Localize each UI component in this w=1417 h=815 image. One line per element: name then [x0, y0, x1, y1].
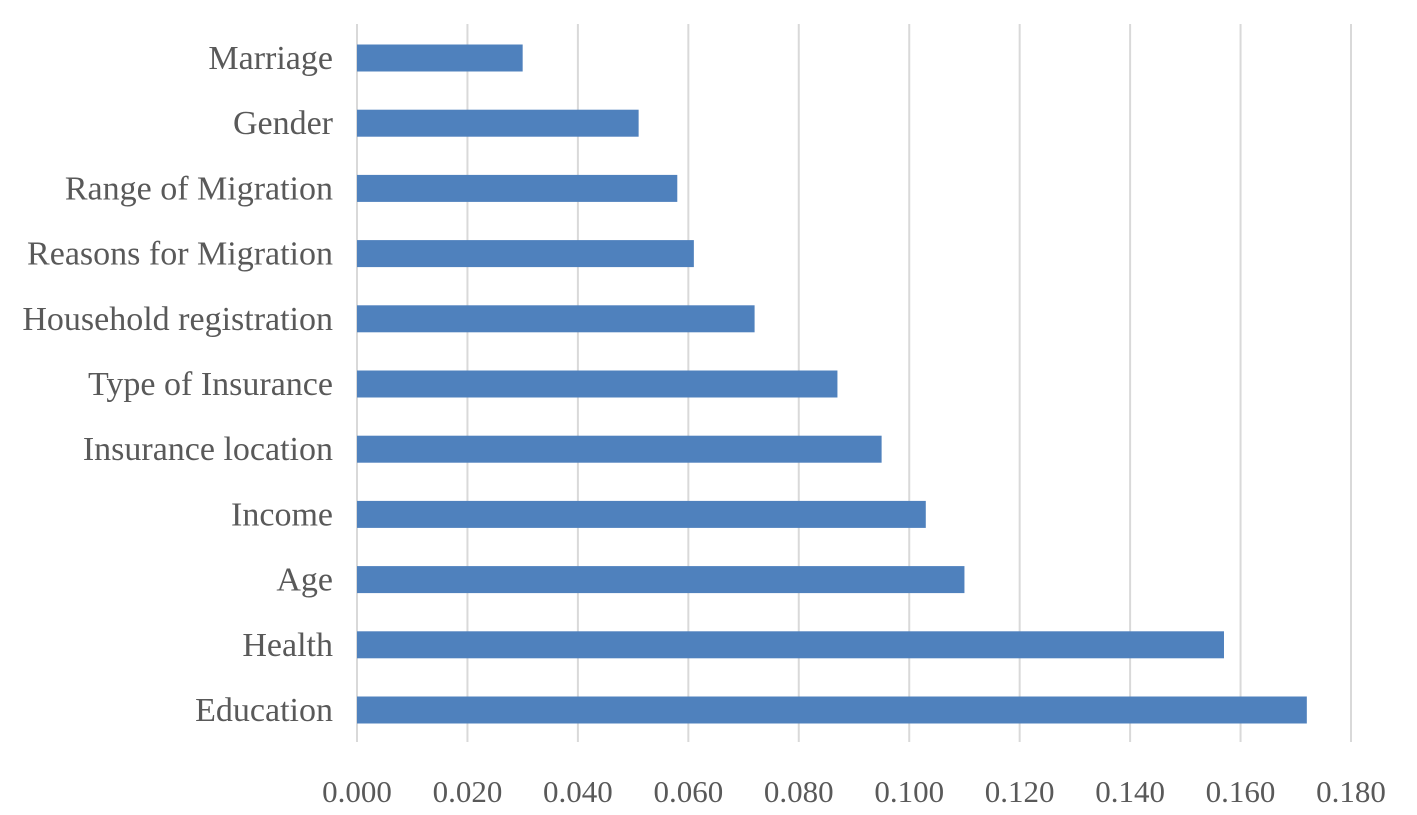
x-tick-label: 0.180	[1316, 774, 1386, 809]
bar	[357, 435, 882, 463]
bar	[357, 370, 838, 398]
category-labels: Marriage Gender Range of Migration Reasons …	[22, 40, 333, 729]
bars	[357, 44, 1307, 724]
x-tick-label: 0.000	[322, 774, 392, 809]
x-tick-label: 0.100	[874, 774, 944, 809]
bar	[357, 696, 1307, 724]
bar	[357, 109, 639, 137]
bar	[357, 240, 694, 268]
category-label: Health	[242, 627, 333, 664]
category-label: Income	[231, 496, 333, 533]
category-label: Household registration	[22, 301, 333, 338]
bar	[357, 305, 755, 333]
bar	[357, 631, 1224, 659]
x-tick-label: 0.020	[433, 774, 503, 809]
category-label: Education	[195, 692, 333, 729]
x-tick-label: 0.080	[764, 774, 834, 809]
bar	[357, 566, 965, 594]
bar	[357, 500, 926, 528]
x-tick-label: 0.120	[985, 774, 1055, 809]
category-label: Marriage	[208, 40, 333, 77]
x-tick-label: 0.140	[1095, 774, 1165, 809]
x-tick-label: 0.160	[1206, 774, 1276, 809]
x-tick-label: 0.040	[543, 774, 613, 809]
bar	[357, 174, 678, 202]
category-label: Gender	[233, 105, 334, 142]
category-label: Reasons for Migration	[27, 236, 333, 273]
x-axis-tick-labels: 0.000 0.020 0.040 0.060 0.080 0.100 0.120 0.140…	[322, 774, 1386, 809]
category-label: Type of Insurance	[88, 366, 333, 403]
bar	[357, 44, 523, 72]
category-label: Insurance location	[83, 431, 333, 468]
x-tick-label: 0.060	[653, 774, 723, 809]
category-label: Age	[276, 562, 333, 599]
category-label: Range of Migration	[65, 170, 333, 207]
